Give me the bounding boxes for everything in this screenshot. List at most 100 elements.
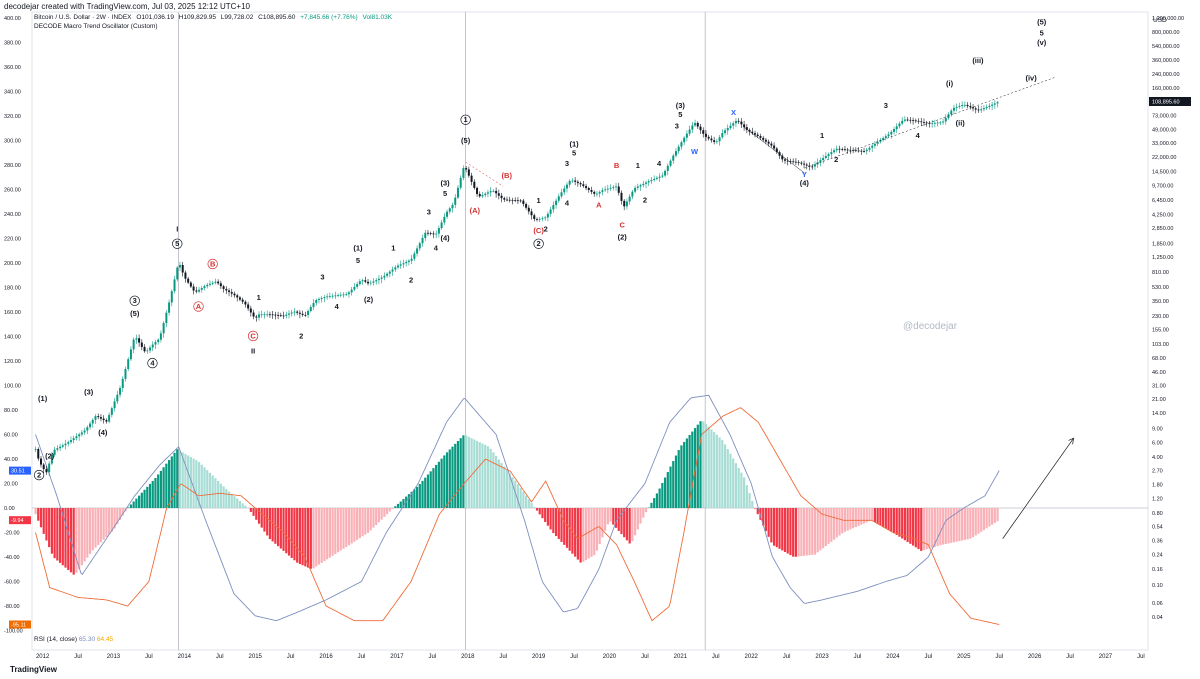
oscillator-bar [952,508,956,543]
oscillator-bar [683,441,686,508]
candle-body [631,191,634,197]
symbol-legend: Bitcoin / U.S. Dollar · 2W · INDEX O101,… [34,14,395,21]
wave-label: 1 [820,131,824,140]
oscillator-bar [876,508,879,524]
candle-body [110,408,113,415]
candle-body [173,279,176,292]
wave-label: 1 [257,293,261,302]
candle-body [601,190,604,192]
wave-label: B [614,161,620,170]
plot-frame [31,11,1149,651]
oscillator-bar [252,508,255,516]
oscillator-bar [377,508,381,523]
oscillator-bar [334,508,337,555]
indicator-legend[interactable]: DECODE Macro Trend Oscillator (Custom) [34,23,158,30]
candle-body [928,123,931,124]
oscillator-bar [241,503,244,508]
oscillator-bar [715,434,718,508]
left-axis-tick: 20.00 [4,482,18,488]
symbol-name[interactable]: Bitcoin / U.S. Dollar · 2W · INDEX [34,14,132,21]
candle-body [560,192,563,197]
candle-body [140,342,143,347]
right-axis-tick: 22,000.00 [1152,155,1176,161]
candle-body [238,297,241,300]
oscillator-bar [865,508,868,523]
wave-label: (1) [353,244,363,253]
oscillator-bar [882,508,885,527]
oscillator-bar [394,506,397,508]
candle-body [219,283,222,287]
candle-body [860,150,863,152]
candle-body [159,333,162,340]
ohlc-change: +7,845.66 (+7.76%) [300,14,358,21]
oscillator-bar [143,489,146,508]
oscillator-bar [448,449,451,508]
oscillator-bar [465,435,468,508]
oscillator-bar [331,508,334,556]
oscillator-bar [969,508,972,539]
wave-label: X [731,108,736,117]
wave-label: A [196,302,202,311]
candle-body [198,289,201,292]
oscillator-bar [435,464,438,508]
rsi-legend[interactable]: RSI (14, close) 65.30 64.45 [34,636,113,643]
oscillator-bar [751,500,754,508]
x-axis-tick: 2026 [1028,654,1042,660]
oscillator-bar [838,508,841,536]
oscillator-bar [217,480,220,508]
oscillator-bar [301,508,304,566]
oscillator-bar [113,508,116,529]
candle-body [170,291,173,303]
oscillator-bar [579,508,582,563]
oscillator-bar [576,508,579,560]
candle-body [97,416,100,418]
candle-body [298,312,301,314]
candle-body [574,180,577,182]
candle-body [282,315,285,317]
oscillator-bar [560,508,563,542]
oscillator-bar [462,435,465,508]
candle-body [530,211,533,216]
oscillator-bar [669,466,672,508]
candle-body [838,148,841,150]
right-axis-tick: 0.16 [1152,567,1163,573]
candle-body [936,122,939,124]
candle-body [287,313,290,315]
candle-body [672,155,675,161]
candle-body [388,271,391,274]
candle-body [206,284,209,287]
currency-label[interactable]: USD [1153,17,1167,24]
oscillator-bar [655,493,659,508]
oscillator-bar [505,470,509,508]
candle-body [754,133,757,135]
candle-body [988,105,991,108]
oscillator-bar [167,460,171,508]
candle-body [773,145,776,149]
candle-body [432,233,435,235]
tradingview-logo[interactable]: TradingView [10,665,57,674]
candle-body [315,299,318,304]
candle-body [917,120,920,122]
candle-body [713,140,716,142]
candle-body [628,196,631,202]
oscillator-bar [116,508,119,525]
oscillator-bar [691,431,694,508]
oscillator-bar [399,501,402,508]
candle-body [285,314,288,316]
candle-body [446,211,449,217]
candle-body [546,213,549,218]
candle-body [620,192,623,201]
oscillator-bar [244,505,247,508]
left-axis-tick: 60.00 [4,433,18,439]
oscillator-bar [356,508,359,540]
candle-body [884,136,887,139]
oscillator-bar [991,508,994,525]
candle-body [260,314,263,316]
wave-label: 4 [150,359,155,368]
oscillator-bar [296,508,299,563]
right-axis-tick: 155.00 [1152,328,1169,334]
x-axis-tick: 2012 [36,654,50,660]
right-axis-tick: 0.04 [1152,615,1163,621]
wave-label: (1) [38,394,48,403]
